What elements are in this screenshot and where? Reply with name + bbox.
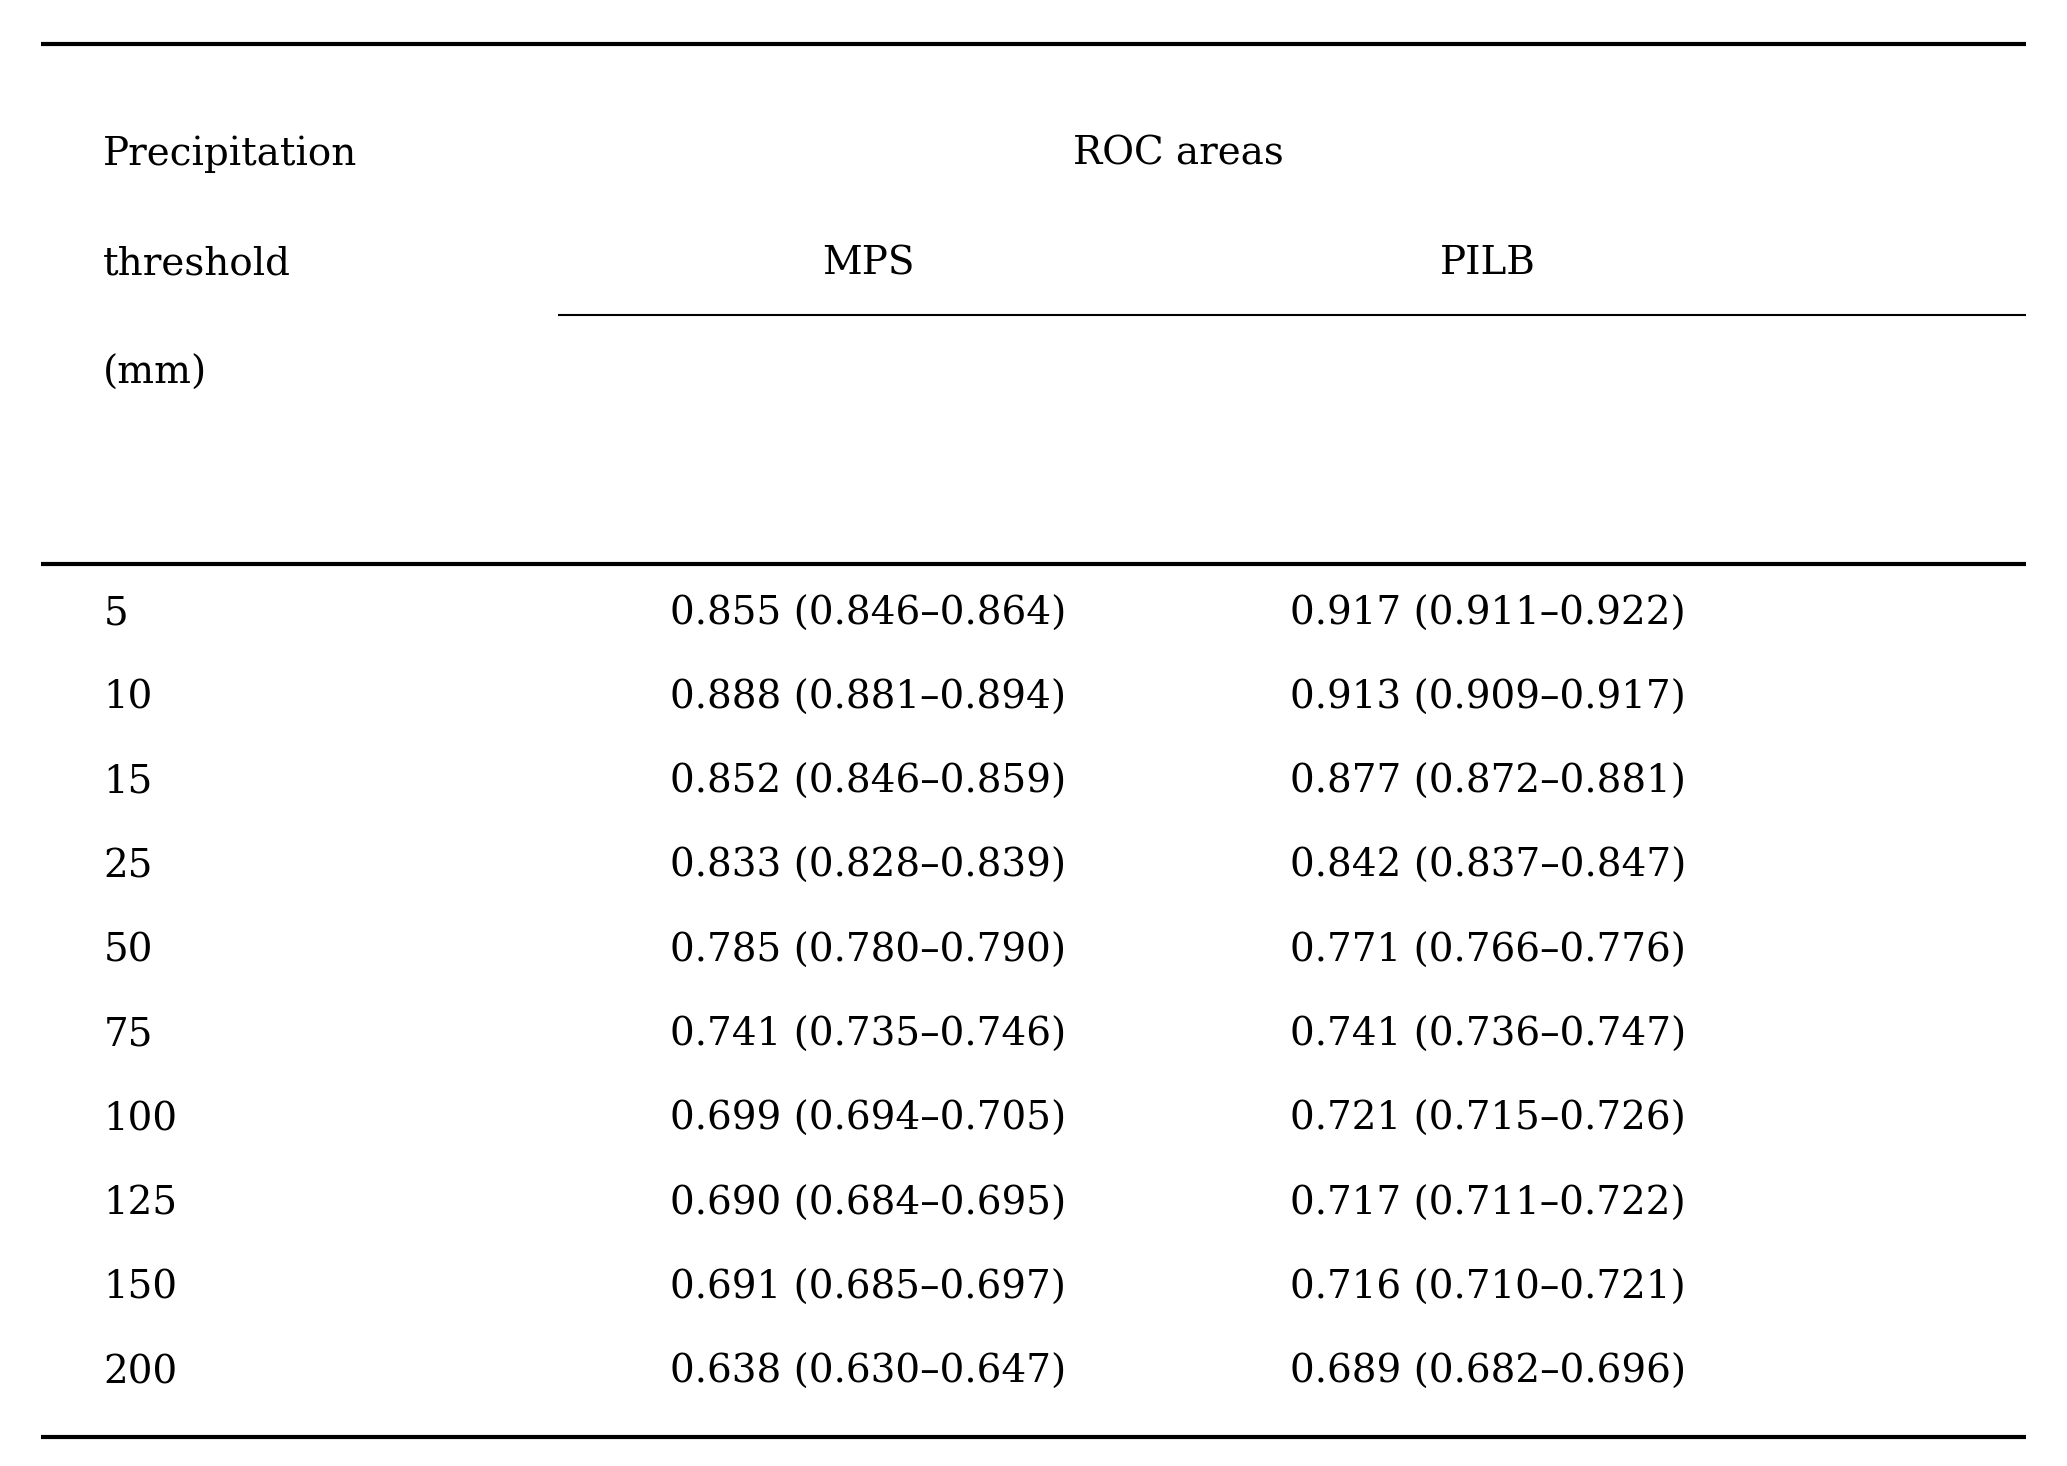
Text: 125: 125 [103,1186,178,1223]
Text: 0.741 (0.736–0.747): 0.741 (0.736–0.747) [1290,1017,1687,1054]
Text: (mm): (mm) [103,355,207,393]
Text: 0.699 (0.694–0.705): 0.699 (0.694–0.705) [670,1101,1067,1138]
Text: 0.913 (0.909–0.917): 0.913 (0.909–0.917) [1290,680,1687,717]
Text: 0.717 (0.711–0.722): 0.717 (0.711–0.722) [1290,1186,1687,1223]
Text: 0.638 (0.630–0.647): 0.638 (0.630–0.647) [670,1355,1067,1391]
Text: 150: 150 [103,1270,178,1306]
Text: 0.852 (0.846–0.859): 0.852 (0.846–0.859) [670,764,1067,800]
Text: 25: 25 [103,849,153,885]
Text: MPS: MPS [823,245,914,283]
Text: 75: 75 [103,1017,153,1054]
Text: 0.689 (0.682–0.696): 0.689 (0.682–0.696) [1290,1355,1687,1391]
Text: 0.691 (0.685–0.697): 0.691 (0.685–0.697) [670,1270,1067,1306]
Text: 100: 100 [103,1101,178,1138]
Text: 0.877 (0.872–0.881): 0.877 (0.872–0.881) [1290,764,1687,800]
Text: 0.721 (0.715–0.726): 0.721 (0.715–0.726) [1290,1101,1687,1138]
Text: threshold: threshold [103,245,291,283]
Text: 0.833 (0.828–0.839): 0.833 (0.828–0.839) [670,849,1067,885]
Text: 0.785 (0.780–0.790): 0.785 (0.780–0.790) [670,932,1067,969]
Text: 0.842 (0.837–0.847): 0.842 (0.837–0.847) [1290,849,1687,885]
Text: 0.716 (0.710–0.721): 0.716 (0.710–0.721) [1290,1270,1687,1306]
Text: 0.690 (0.684–0.695): 0.690 (0.684–0.695) [670,1186,1067,1223]
Text: PILB: PILB [1441,245,1536,283]
Text: 0.888 (0.881–0.894): 0.888 (0.881–0.894) [670,680,1067,717]
Text: ROC areas: ROC areas [1073,135,1284,173]
Text: 10: 10 [103,680,153,717]
Text: Precipitation: Precipitation [103,135,358,173]
Text: 0.855 (0.846–0.864): 0.855 (0.846–0.864) [670,595,1067,632]
Text: 5: 5 [103,595,128,632]
Text: 0.771 (0.766–0.776): 0.771 (0.766–0.776) [1290,932,1687,969]
Text: 0.741 (0.735–0.746): 0.741 (0.735–0.746) [670,1017,1067,1054]
Text: 15: 15 [103,764,153,800]
Text: 50: 50 [103,932,153,969]
Text: 0.917 (0.911–0.922): 0.917 (0.911–0.922) [1290,595,1687,632]
Text: 200: 200 [103,1355,178,1391]
